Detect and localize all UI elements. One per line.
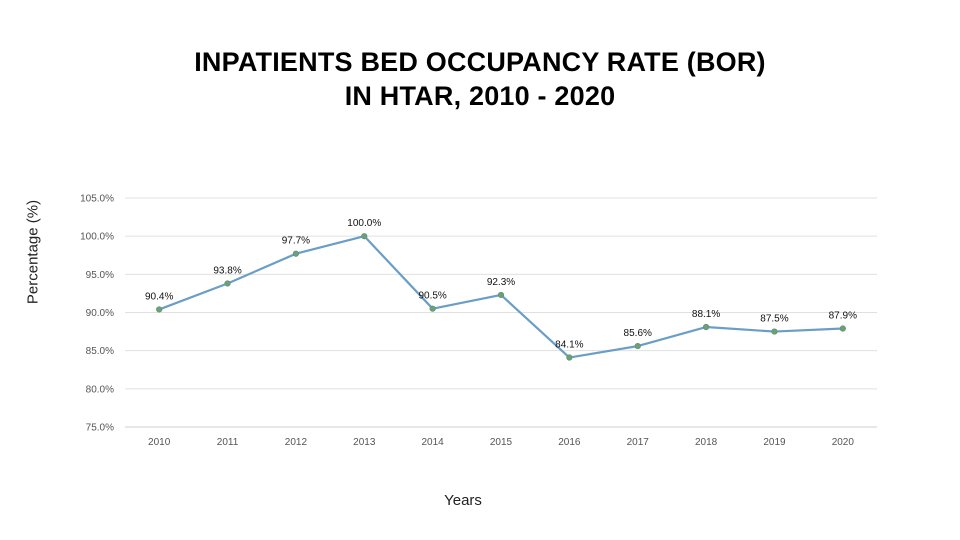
- data-point: [497, 291, 505, 299]
- y-tick-label: 105.0%: [80, 194, 114, 205]
- data-label: 84.1%: [555, 340, 583, 351]
- data-label: 90.4%: [145, 291, 173, 302]
- y-tick-label: 100.0%: [80, 232, 114, 243]
- data-label: 85.6%: [624, 328, 652, 339]
- y-tick-label: 90.0%: [86, 308, 114, 319]
- data-point: [839, 325, 846, 332]
- x-tick-label: 2011: [217, 437, 239, 448]
- x-tick-label: 2020: [832, 437, 855, 448]
- data-point: [224, 280, 231, 287]
- data-label: 90.5%: [418, 291, 446, 302]
- x-tick-label: 2016: [558, 437, 581, 448]
- x-axis-label: Years: [444, 492, 482, 509]
- data-label: 97.7%: [282, 236, 310, 247]
- data-label: 92.3%: [487, 277, 515, 288]
- data-point: [361, 233, 368, 240]
- data-label: 88.1%: [692, 309, 720, 320]
- x-tick-label: 2015: [490, 437, 513, 448]
- y-tick-label: 75.0%: [86, 423, 114, 434]
- data-point: [156, 306, 163, 313]
- x-tick-label: 2018: [695, 437, 718, 448]
- data-label: 100.0%: [347, 218, 381, 229]
- x-tick-label: 2012: [285, 437, 308, 448]
- x-tick-label: 2010: [148, 437, 171, 448]
- y-tick-label: 95.0%: [86, 270, 114, 281]
- data-label: 87.9%: [829, 311, 857, 322]
- data-point: [634, 342, 641, 350]
- x-tick-label: 2013: [353, 437, 376, 448]
- data-point: [429, 305, 436, 312]
- chart-title-line-1: INPATIENTS BED OCCUPANCY RATE (BOR): [194, 47, 766, 77]
- chart-title: INPATIENTS BED OCCUPANCY RATE (BOR) IN H…: [0, 45, 960, 113]
- data-point: [771, 328, 778, 335]
- x-tick-label: 2019: [763, 437, 786, 448]
- x-tick-label: 2014: [422, 437, 445, 448]
- data-point: [702, 323, 710, 331]
- y-tick-label: 85.0%: [86, 346, 114, 357]
- x-tick-label: 2017: [627, 437, 650, 448]
- data-label: 87.5%: [760, 314, 788, 325]
- data-point: [292, 250, 300, 257]
- y-tick-label: 80.0%: [86, 384, 114, 395]
- data-label: 93.8%: [213, 265, 241, 276]
- data-point: [566, 354, 573, 361]
- chart-title-line-2: IN HTAR, 2010 - 2020: [344, 81, 616, 111]
